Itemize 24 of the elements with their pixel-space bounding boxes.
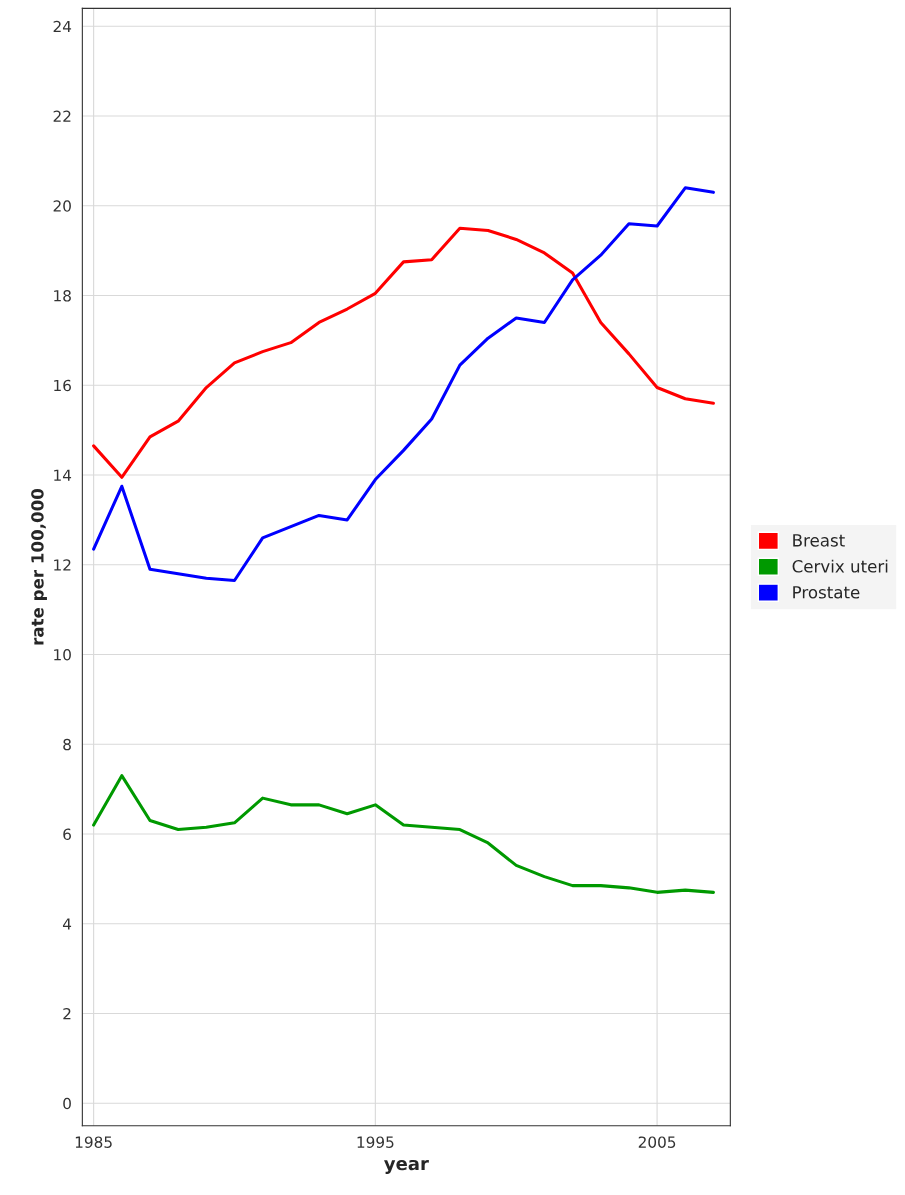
- y-axis-title: rate per 100,000: [31, 488, 47, 645]
- legend-label: Prostate: [793, 586, 860, 599]
- x-axis-title: year: [384, 1159, 429, 1174]
- y-tick-label: 12: [54, 559, 71, 571]
- y-tick-label: 22: [53, 110, 71, 122]
- y-tick-label: 20: [53, 200, 71, 212]
- y-tick-label: 4: [62, 918, 72, 930]
- y-tick-label: 18: [54, 290, 71, 302]
- y-tick-label: 16: [54, 379, 71, 392]
- y-tick-label: 14: [54, 469, 72, 481]
- x-tick-label: 1985: [75, 1136, 112, 1148]
- y-tick-label: 6: [63, 828, 71, 841]
- x-tick-label: 1995: [357, 1136, 394, 1148]
- y-tick-label: 2: [63, 1007, 71, 1020]
- line-series: [92, 774, 715, 894]
- legend-label: Cervix uteri: [792, 559, 888, 573]
- line-series: [92, 186, 715, 583]
- legend-label: Breast: [793, 534, 845, 547]
- line-series: [92, 226, 715, 479]
- x-tick-label: 2005: [638, 1136, 676, 1148]
- y-tick-label: 24: [53, 20, 72, 33]
- y-tick-label: 0: [63, 1097, 71, 1110]
- y-tick-label: 8: [63, 738, 71, 751]
- y-tick-label: 10: [54, 648, 71, 661]
